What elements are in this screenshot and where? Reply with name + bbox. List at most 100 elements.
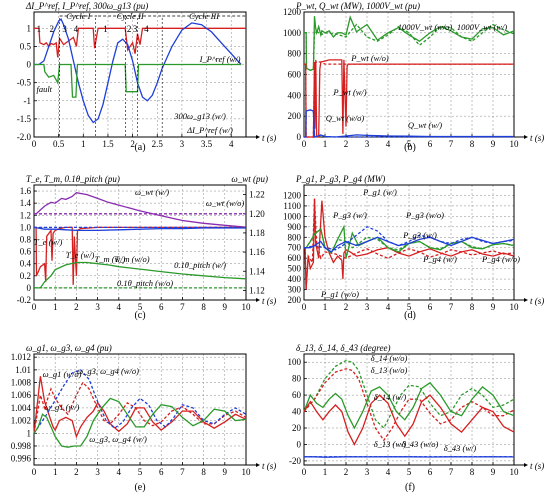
series-annotation: δ_43 (w/)	[444, 443, 477, 453]
series-annotation: δ_13 (w/o)	[371, 365, 408, 375]
series-line	[303, 394, 515, 446]
series-line	[34, 18, 242, 124]
caption: (e)	[134, 482, 145, 493]
series-line	[304, 109, 514, 139]
caption: (a)	[134, 142, 145, 153]
y-tick-label: 80	[292, 374, 302, 384]
y-tick-label: 300	[288, 285, 302, 295]
x-tick-label: 5	[138, 467, 143, 477]
cycle-label: Cycle III	[189, 11, 220, 21]
phase-label: 1	[37, 24, 42, 34]
x-tick-label: 10	[510, 139, 520, 149]
y-tick-label: 20	[292, 423, 302, 433]
series-annotation: T_m (w/)	[95, 254, 126, 264]
x-tick-label: 0	[32, 467, 37, 477]
x-tick-label: 9	[491, 302, 496, 312]
series-annotation: P_g1 (w/)	[362, 187, 397, 197]
y-tick-label: 0	[27, 60, 32, 70]
series-line	[33, 376, 247, 439]
series-annotation: 1000V_wt (w/)	[457, 22, 507, 32]
x-tick-label: 10	[510, 302, 520, 312]
phase-label: 1	[103, 24, 108, 34]
series-annotation: 300ω_g13 (w/)	[173, 111, 226, 121]
x-tick-label: 1	[81, 139, 86, 149]
caption: (c)	[134, 310, 145, 321]
y-tick-label: -2.0	[17, 132, 32, 142]
x-tick-label: 7	[180, 467, 185, 477]
y-tick-label: 1.6	[20, 186, 32, 196]
y-tick-label: 0	[297, 439, 302, 449]
x-tick-label: 9	[223, 467, 228, 477]
y2-tick-label: 1.22	[249, 190, 265, 200]
y-tick-label: 400	[288, 274, 302, 284]
y-tick-label: 1.01	[15, 365, 31, 375]
x-tick-label: 2	[130, 139, 135, 149]
y-tick-label: 0.4	[20, 259, 32, 269]
y-tick-label: 0.998	[11, 441, 32, 451]
y-tick-label: 1.2	[20, 210, 31, 220]
y-tick-label: 0.2	[20, 271, 31, 281]
series-line	[304, 15, 515, 72]
series-line	[304, 227, 515, 255]
x-tick-label: 8	[470, 139, 475, 149]
x-tick-label: 1	[323, 139, 328, 149]
x-tick-label: 0.5	[53, 139, 65, 149]
series-annotation: ω_wt (w/o)	[206, 198, 245, 208]
series-line	[303, 359, 515, 430]
series-annotation: 1000V_wt (w/o)	[398, 22, 453, 32]
x-tick-label: 7	[449, 139, 454, 149]
series-annotation: P_g4 (w/)	[422, 254, 457, 264]
x-axis-arrowhead	[524, 135, 528, 139]
x-tick-label: 4	[386, 467, 391, 477]
x-tick-label: 8	[201, 302, 206, 312]
x-tick-label: 2	[344, 139, 349, 149]
phase-label: 4	[74, 24, 79, 34]
x-tick-label: 5	[407, 467, 412, 477]
x-tick-label: 8	[470, 467, 475, 477]
y-tick-label: 200	[288, 111, 302, 121]
y-tick-label: 1	[27, 23, 32, 33]
x-axis-label: t (s)	[262, 133, 276, 143]
series-annotation: ω_g3, ω_g4 (w/o)	[77, 366, 139, 376]
phase-label: 2	[49, 24, 54, 34]
y-tick-label: 900	[288, 222, 302, 232]
series-annotation: P_wt (w/o)	[350, 53, 389, 63]
chart-title: P_wt, Q_wt (MW), 1000V_wt (pu)	[295, 1, 420, 11]
series-annotation: P_g3 (w/)	[332, 210, 367, 220]
x-tick-label: 10	[242, 302, 252, 312]
y-tick-label: -20	[289, 456, 301, 466]
y-tick-label: 1.004	[11, 403, 32, 413]
y-tick-label: 1000	[283, 211, 302, 221]
y2-tick-label: 1.16	[249, 247, 265, 257]
series-line	[33, 381, 247, 434]
y-tick-label: -0.5	[17, 78, 32, 88]
panel-a: 0 0.5 1 1.5 2 2.5 3 3.5 4 1 0.5 0 -0.5 -1 -1.5 -2.0 ΔI_P…	[17, 1, 277, 153]
series-annotation: ω_g3, ω_g4 (w/)	[89, 434, 147, 444]
series-annotation: ω_g1 (w/o)	[43, 369, 82, 379]
panel-c: 0 1 2 3 4 5 6 7 8 9 10-0.200.20.40.60.81.01.21.41.…	[17, 174, 277, 321]
chart-title: δ_13, δ_14, δ_43 (degree)	[296, 343, 390, 353]
x-axis-arrowhead	[256, 298, 260, 302]
series-line	[304, 61, 514, 138]
y2-tick-label: 1.12	[249, 285, 265, 295]
chart-title: ω_g1, ω_g3, ω_g4 (pu)	[26, 343, 112, 353]
y-tick-label: 1	[27, 428, 32, 438]
series-line	[33, 397, 247, 448]
x-tick-label: 5	[407, 302, 412, 312]
x-tick-label: 3	[95, 302, 100, 312]
y-tick-label: 1.4	[20, 198, 32, 208]
x-tick-label: 6	[428, 139, 433, 149]
series-annotation: ω_wt (w/)	[135, 187, 169, 197]
y-tick-label: 1.0	[20, 222, 32, 232]
series-line	[34, 261, 247, 289]
x-tick-label: 1	[53, 467, 58, 477]
x-tick-label: 0	[32, 302, 37, 312]
axes-frame	[33, 11, 247, 138]
x-tick-label: 2	[344, 467, 349, 477]
axes-frame	[33, 184, 247, 301]
x-tick-label: 10	[510, 467, 520, 477]
x-tick-label: 0	[32, 139, 37, 149]
series-annotation: P_g3 (w/)	[402, 230, 437, 240]
